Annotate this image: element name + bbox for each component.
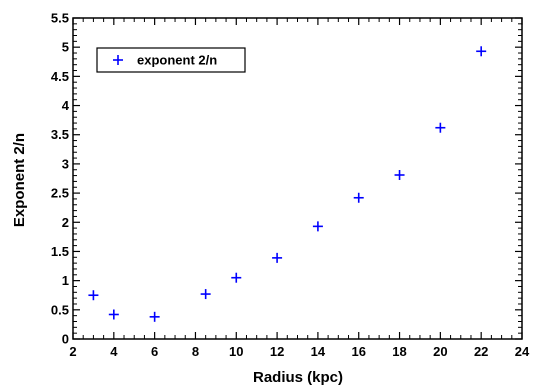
y-tick-label: 1	[62, 273, 69, 288]
data-point	[394, 169, 405, 180]
legend-label: exponent 2/n	[137, 53, 217, 68]
y-tick-label: 5	[62, 40, 69, 55]
data-point	[272, 252, 283, 263]
y-tick-label: 3	[62, 156, 69, 171]
data-point	[200, 289, 211, 300]
x-tick-label: 4	[110, 344, 118, 359]
y-tick-label: 2.5	[51, 186, 69, 201]
x-tick-label: 22	[474, 344, 488, 359]
x-tick-label: 6	[151, 344, 158, 359]
y-tick-label: 0.5	[51, 302, 69, 317]
x-tick-label: 12	[270, 344, 284, 359]
data-point	[108, 309, 119, 320]
y-tick-label: 3.5	[51, 127, 69, 142]
data-point	[149, 311, 160, 322]
x-tick-label: 2	[69, 344, 76, 359]
x-tick-label: 8	[192, 344, 199, 359]
data-point	[435, 122, 446, 133]
x-tick-label: 14	[311, 344, 326, 359]
y-axis-title: Exponent 2/n	[11, 133, 28, 227]
data-point	[476, 46, 487, 57]
data-point	[231, 272, 242, 283]
x-tick-label: 24	[515, 344, 530, 359]
y-tick-label: 0	[62, 332, 69, 347]
y-tick-label: 5.5	[51, 11, 69, 26]
x-tick-label: 18	[392, 344, 406, 359]
y-tick-label: 4.5	[51, 69, 69, 84]
y-tick-label: 4	[62, 98, 70, 113]
data-point	[88, 290, 99, 301]
y-tick-label: 1.5	[51, 244, 69, 259]
data-point	[312, 221, 323, 232]
x-tick-label: 20	[433, 344, 447, 359]
x-axis-title: Radius (kpc)	[253, 369, 343, 386]
data-point	[353, 192, 364, 203]
y-tick-label: 2	[62, 215, 69, 230]
legend-marker	[113, 55, 123, 65]
x-tick-label: 10	[229, 344, 243, 359]
x-tick-label: 16	[351, 344, 365, 359]
